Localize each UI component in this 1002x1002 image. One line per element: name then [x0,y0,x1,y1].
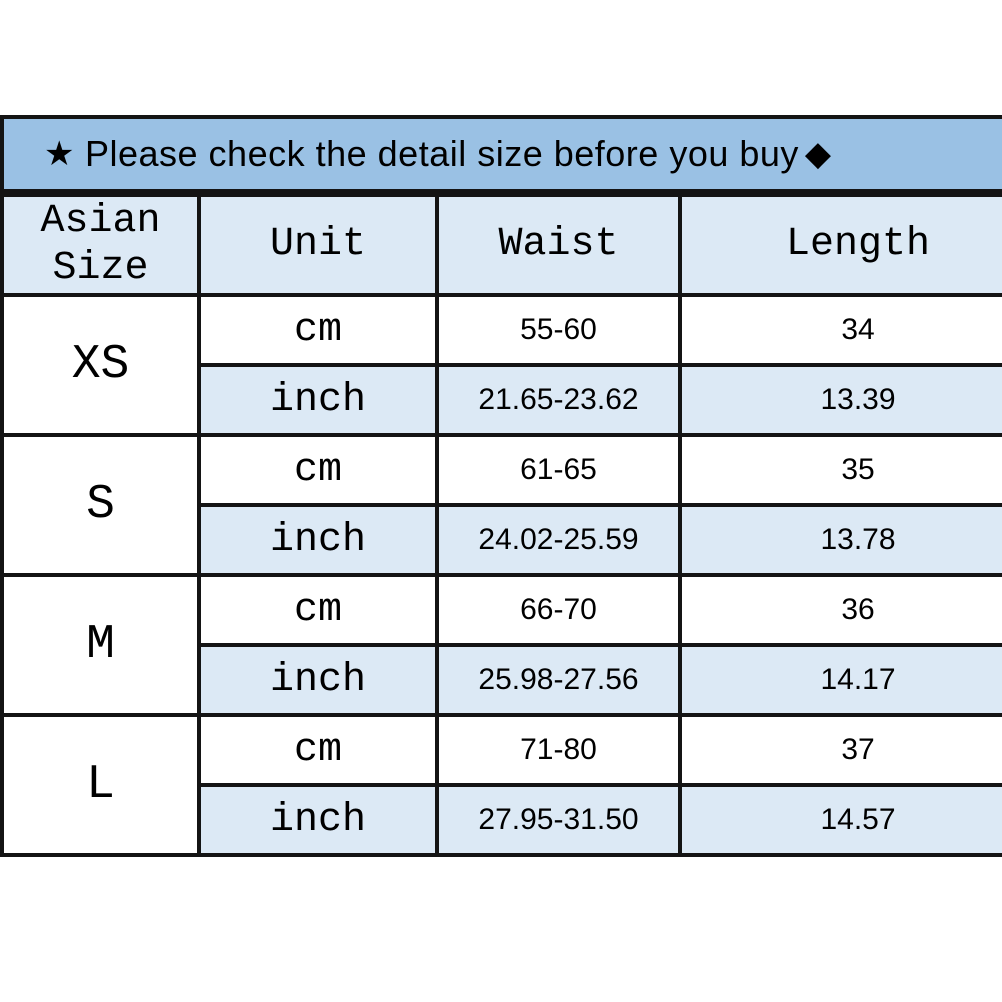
waist-value: 21.65-23.62 [435,363,682,437]
notice-banner: ★ Please check the detail size before yo… [0,115,1002,193]
length-value: 34 [678,293,1002,367]
diamond-icon: ◆ [804,135,832,173]
header-unit: Unit [197,193,439,297]
waist-value: 66-70 [435,573,682,647]
length-value: 14.57 [678,783,1002,857]
size-cell: M [0,573,201,717]
table-row: M cm 66-70 36 [0,573,1002,717]
size-cell: S [0,433,201,577]
waist-value: 71-80 [435,713,682,787]
table-row: L cm 71-80 37 [0,713,1002,857]
table-row: inch 21.65-23.62 13.39 [2,363,1002,437]
unit-cell-cm: cm [197,293,439,367]
size-table: Asian Size Unit Waist Length XS cm 55-60… [0,193,1002,857]
unit-cell-inch: inch [197,503,439,577]
waist-value: 27.95-31.50 [435,783,682,857]
waist-value: 61-65 [435,433,682,507]
unit-cell-inch: inch [197,643,439,717]
waist-value: 55-60 [435,293,682,367]
length-value: 13.78 [678,503,1002,577]
waist-value: 24.02-25.59 [435,503,682,577]
table-header-row: Asian Size Unit Waist Length [0,193,1002,297]
unit-cell-cm: cm [197,433,439,507]
unit-cell-cm: cm [197,713,439,787]
header-length: Length [678,193,1002,297]
length-value: 37 [678,713,1002,787]
table-row: inch 25.98-27.56 14.17 [2,643,1002,717]
size-cell: L [0,713,201,857]
size-cell: XS [0,293,201,437]
unit-cell-inch: inch [197,363,439,437]
unit-cell-cm: cm [197,573,439,647]
waist-value: 25.98-27.56 [435,643,682,717]
header-waist: Waist [435,193,682,297]
table-row: S cm 61-65 35 [0,433,1002,577]
length-value: 35 [678,433,1002,507]
table-row: inch 24.02-25.59 13.78 [2,503,1002,577]
unit-cell-inch: inch [197,783,439,857]
star-icon: ★ [44,135,75,173]
length-value: 13.39 [678,363,1002,437]
table-row: XS cm 55-60 34 [0,293,1002,437]
length-value: 14.17 [678,643,1002,717]
banner-text: Please check the detail size before you … [84,133,799,174]
header-asian-size: Asian Size [0,193,201,297]
length-value: 36 [678,573,1002,647]
table-row: inch 27.95-31.50 14.57 [2,783,1002,857]
